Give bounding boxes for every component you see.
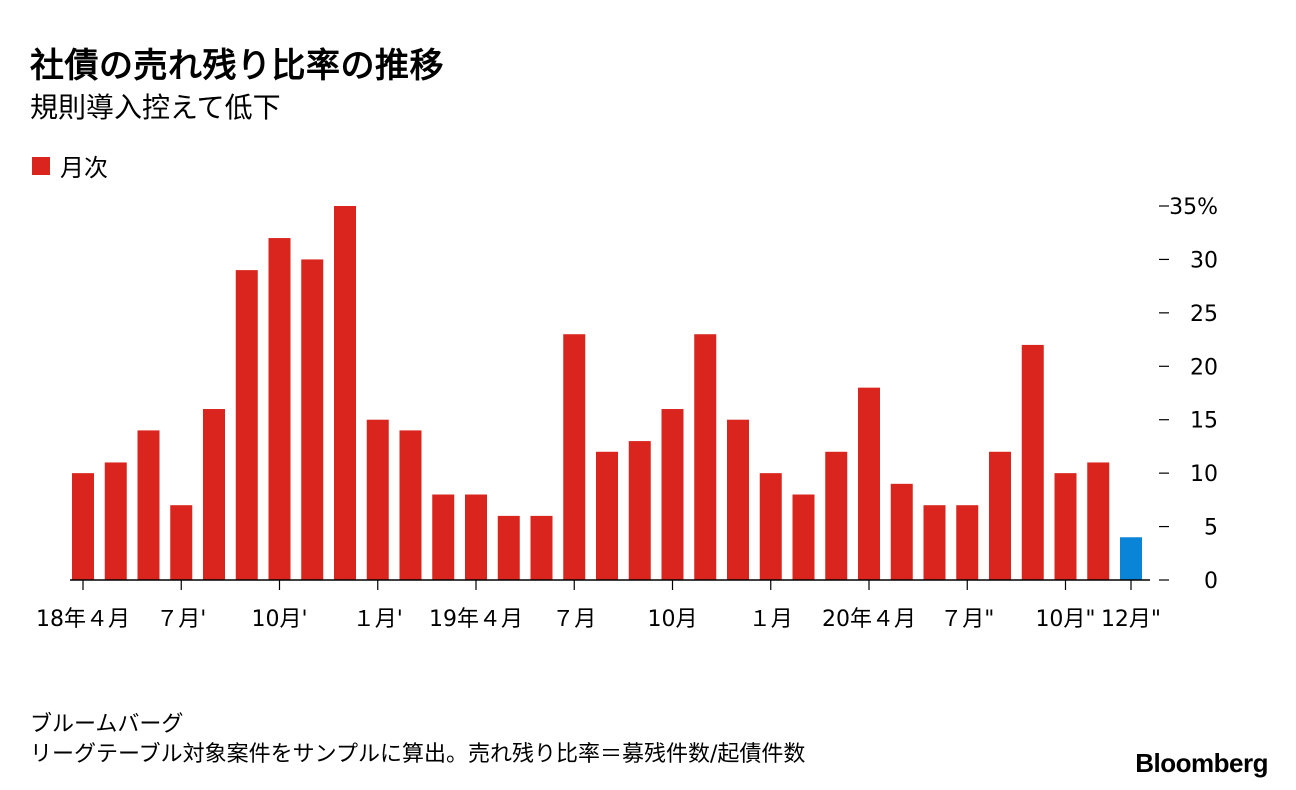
bar xyxy=(235,270,258,580)
bar xyxy=(497,515,520,580)
bar xyxy=(792,494,815,580)
bar xyxy=(1087,462,1110,580)
footnote-text: リーグテーブル対象案件をサンプルに算出。売れ残り比率＝募残件数/起債件数 xyxy=(30,742,806,767)
bar xyxy=(137,430,160,580)
bar xyxy=(432,494,455,580)
bar xyxy=(890,483,913,580)
x-tick-label: 10月 xyxy=(648,607,698,632)
bar xyxy=(825,451,848,580)
y-tick-label: 35% xyxy=(1169,195,1218,220)
bar xyxy=(203,409,225,580)
legend-swatch xyxy=(32,156,50,175)
y-tick-label: 0 xyxy=(1204,569,1218,594)
bar xyxy=(334,206,356,580)
x-tick-label: 20年４月 xyxy=(822,607,916,632)
y-tick-label: 15 xyxy=(1190,409,1218,434)
bar xyxy=(759,473,782,580)
bar xyxy=(563,334,586,580)
y-tick-label: 10 xyxy=(1190,462,1218,487)
x-tick-label: 19年４月 xyxy=(429,607,523,632)
bar xyxy=(989,451,1011,580)
bar xyxy=(465,494,487,580)
chart-title: 社債の売れ残り比率の推移 xyxy=(30,46,444,86)
x-tick-label: 10月" xyxy=(1035,607,1095,632)
x-tick-label: 12月" xyxy=(1101,607,1161,632)
legend: 月次 xyxy=(32,148,108,183)
bar xyxy=(596,451,618,580)
y-tick-label: 30 xyxy=(1190,248,1218,273)
legend-label: 月次 xyxy=(60,154,108,182)
x-tick-label: ７月 xyxy=(552,607,596,632)
bar xyxy=(1021,344,1044,580)
bar xyxy=(694,334,717,580)
bar xyxy=(72,473,94,580)
x-tick-label: ７月" xyxy=(940,607,994,632)
bar xyxy=(268,238,291,581)
bar xyxy=(661,409,684,580)
bar xyxy=(628,441,651,580)
chart-subtitle: 規則導入控えて低下 xyxy=(30,91,281,124)
y-tick-label: 25 xyxy=(1190,302,1218,327)
bar xyxy=(170,505,193,580)
bar xyxy=(1120,537,1142,580)
bar xyxy=(399,430,422,580)
source-text: ブルームバーグ xyxy=(30,712,184,737)
y-tick-label: 20 xyxy=(1190,355,1218,380)
x-tick-label: 10月' xyxy=(251,607,307,632)
bar xyxy=(727,419,749,580)
bar xyxy=(104,462,127,580)
bar xyxy=(1054,473,1077,580)
bar xyxy=(301,259,324,580)
bar xyxy=(858,387,880,580)
bar xyxy=(366,419,389,580)
bar-chart: 0 5 10 15 20 25 30 35% 18年４月 ７月' 10月' １月' 19年４月 ７月 10月… xyxy=(36,195,1218,632)
y-tick-label: 5 xyxy=(1204,516,1218,541)
x-tick-label: １月 xyxy=(749,607,793,632)
bar xyxy=(530,515,553,580)
bar xyxy=(923,505,946,580)
bar xyxy=(956,505,979,580)
x-tick-label: ７月' xyxy=(156,607,206,632)
bloomberg-logo: Bloomberg xyxy=(1135,748,1268,778)
x-tick-label: １月' xyxy=(353,607,403,632)
x-tick-label: 18年４月 xyxy=(36,607,130,632)
